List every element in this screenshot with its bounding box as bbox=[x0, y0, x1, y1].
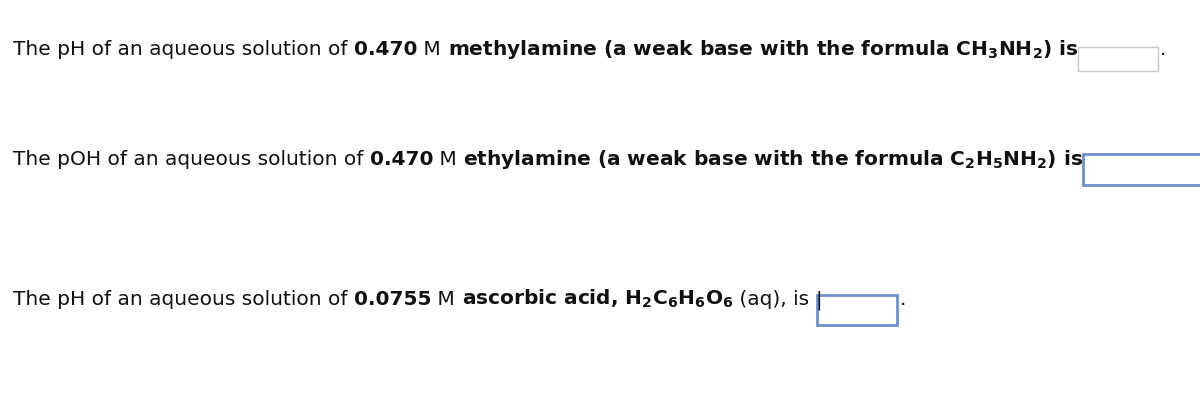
Text: (aq), is: (aq), is bbox=[733, 290, 816, 309]
Text: The pOH of an aqueous solution of: The pOH of an aqueous solution of bbox=[13, 150, 370, 169]
Text: |: | bbox=[816, 290, 822, 310]
Text: ascorbic acid, $\mathbf{H_2C_6H_6O_6}$: ascorbic acid, $\mathbf{H_2C_6H_6O_6}$ bbox=[462, 288, 733, 310]
Text: 0.470: 0.470 bbox=[354, 40, 418, 59]
Text: 0.470: 0.470 bbox=[370, 150, 433, 169]
Text: 0.0755: 0.0755 bbox=[354, 290, 431, 309]
Text: .: . bbox=[1160, 40, 1166, 59]
Text: The pH of an aqueous solution of: The pH of an aqueous solution of bbox=[13, 290, 354, 309]
Text: .: . bbox=[900, 290, 906, 309]
Text: M: M bbox=[418, 40, 448, 59]
Text: M: M bbox=[433, 150, 463, 169]
Text: methylamine (a weak base with the formula $\mathbf{CH_3NH_2}$) is: methylamine (a weak base with the formul… bbox=[448, 38, 1078, 61]
Text: M: M bbox=[431, 290, 462, 309]
Text: The pH of an aqueous solution of: The pH of an aqueous solution of bbox=[13, 40, 354, 59]
Text: ethylamine (a weak base with the formula $\mathbf{C_2H_5NH_2}$) is: ethylamine (a weak base with the formula… bbox=[463, 148, 1084, 171]
